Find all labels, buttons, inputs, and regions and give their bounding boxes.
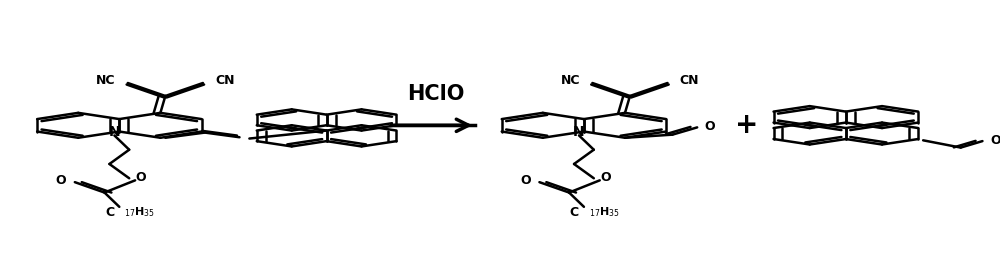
Text: C: C [105,206,114,219]
Text: O: O [56,174,66,187]
Text: N: N [109,124,120,139]
Text: +: + [735,111,759,139]
Text: O: O [520,174,531,187]
Text: O: O [990,134,1000,147]
Text: N: N [573,124,585,139]
Text: O: O [705,120,715,133]
Text: CN: CN [680,74,699,87]
Text: CN: CN [215,74,234,87]
Text: NC: NC [96,74,116,87]
Text: $_{17}$H$_{35}$: $_{17}$H$_{35}$ [589,206,620,220]
Text: NC: NC [561,74,580,87]
Text: C: C [570,206,579,219]
Text: $_{17}$H$_{35}$: $_{17}$H$_{35}$ [124,206,155,220]
Text: O: O [600,171,611,184]
Text: HClO: HClO [407,84,464,104]
Text: O: O [136,171,146,184]
